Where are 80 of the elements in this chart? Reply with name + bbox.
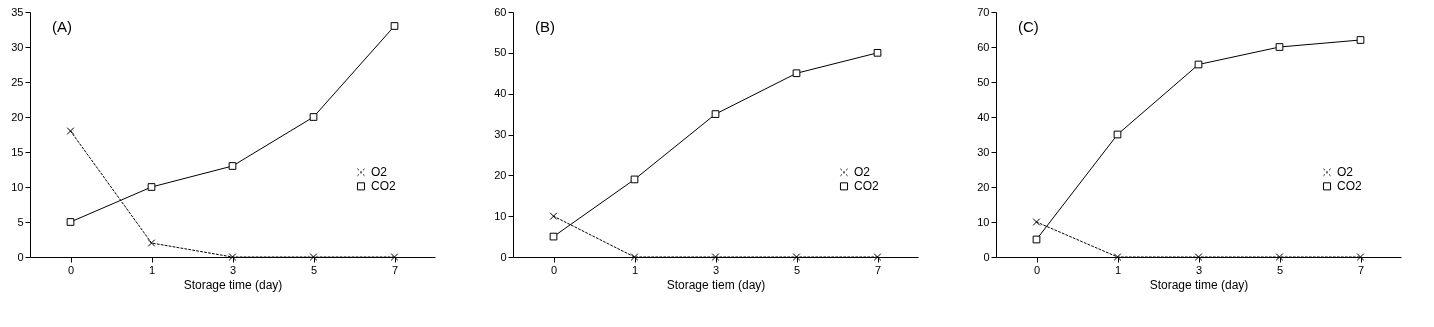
y-tick-label: 10 bbox=[11, 180, 24, 193]
y-tick-label: 20 bbox=[977, 180, 990, 193]
point bbox=[873, 253, 882, 261]
point bbox=[1356, 253, 1365, 261]
x-tick-label: 7 bbox=[874, 263, 882, 276]
legend-label: CO2 bbox=[854, 179, 879, 194]
y-tick-label: 70 bbox=[977, 5, 990, 18]
y-tick-label: 30 bbox=[977, 145, 990, 158]
y-tick-label: 40 bbox=[494, 87, 507, 100]
point bbox=[66, 218, 75, 226]
point bbox=[630, 253, 639, 261]
point bbox=[390, 253, 399, 261]
point bbox=[1113, 253, 1122, 261]
legend-label: CO2 bbox=[1337, 179, 1362, 194]
y-tick-label: 30 bbox=[11, 40, 24, 53]
y-tick-label: 60 bbox=[977, 40, 990, 53]
point bbox=[1194, 253, 1203, 261]
point bbox=[309, 253, 318, 261]
legend-label: O2 bbox=[371, 165, 388, 180]
chart-title: (B) bbox=[535, 18, 555, 35]
point bbox=[147, 183, 156, 191]
x-axis-title: Storage time (day) bbox=[1149, 277, 1249, 292]
x-tick-label: 5 bbox=[1276, 263, 1284, 276]
point bbox=[1356, 36, 1365, 44]
point bbox=[549, 212, 558, 221]
legend-label: O2 bbox=[854, 165, 871, 180]
x-tick-label: 5 bbox=[310, 263, 318, 276]
y-tick-label: 20 bbox=[494, 168, 507, 181]
x-axis-title: Storage time (day) bbox=[183, 277, 283, 292]
point bbox=[549, 232, 558, 241]
y-tick-label: 25 bbox=[11, 75, 24, 88]
point bbox=[711, 110, 720, 118]
y-tick-label: 0 bbox=[500, 250, 507, 263]
point bbox=[630, 175, 639, 184]
y-tick-label: 20 bbox=[11, 110, 24, 123]
point bbox=[1032, 218, 1041, 226]
legend-label: CO2 bbox=[371, 179, 396, 194]
point bbox=[66, 127, 75, 135]
y-tick-label: 0 bbox=[983, 250, 990, 263]
point bbox=[792, 69, 801, 78]
y-tick-label: 50 bbox=[977, 75, 990, 88]
point bbox=[711, 253, 720, 261]
point bbox=[1113, 130, 1122, 139]
x-tick-label: 7 bbox=[391, 263, 399, 276]
point bbox=[1032, 235, 1041, 244]
y-tick-label: 50 bbox=[494, 46, 507, 59]
x-tick-label: 0 bbox=[1033, 263, 1041, 276]
point bbox=[792, 253, 801, 261]
chart-title: (C) bbox=[1018, 18, 1039, 35]
point bbox=[1194, 60, 1203, 69]
point bbox=[873, 48, 882, 57]
y-tick-label: 60 bbox=[494, 5, 507, 18]
point bbox=[1275, 43, 1284, 51]
legend-label: O2 bbox=[1337, 165, 1354, 180]
point bbox=[390, 22, 399, 30]
point bbox=[1275, 253, 1284, 261]
x-tick-label: 0 bbox=[67, 263, 75, 276]
x-tick-label: 0 bbox=[550, 263, 558, 276]
y-tick-label: 10 bbox=[494, 209, 507, 222]
point bbox=[309, 113, 318, 121]
y-tick-label: 40 bbox=[977, 110, 990, 123]
y-tick-label: 30 bbox=[494, 128, 507, 140]
x-tick-label: 7 bbox=[1357, 263, 1365, 276]
x-tick-label: 3 bbox=[229, 263, 237, 276]
x-tick-label: 1 bbox=[631, 263, 639, 276]
point bbox=[147, 239, 156, 247]
y-tick-label: 5 bbox=[17, 215, 24, 228]
x-axis-title: Storage tiem (day) bbox=[666, 277, 766, 292]
y-tick-label: 35 bbox=[11, 5, 24, 18]
x-tick-label: 1 bbox=[148, 263, 156, 276]
y-tick-label: 15 bbox=[11, 145, 24, 158]
x-tick-label: 3 bbox=[1195, 263, 1203, 276]
x-tick-label: 3 bbox=[712, 263, 720, 276]
x-tick-label: 5 bbox=[793, 263, 801, 276]
y-tick-label: 10 bbox=[977, 215, 990, 228]
point bbox=[228, 162, 237, 170]
point bbox=[228, 253, 237, 261]
y-tick-label: 0 bbox=[17, 250, 24, 263]
chart-title: (A) bbox=[52, 18, 72, 35]
x-tick-label: 1 bbox=[1114, 263, 1122, 276]
